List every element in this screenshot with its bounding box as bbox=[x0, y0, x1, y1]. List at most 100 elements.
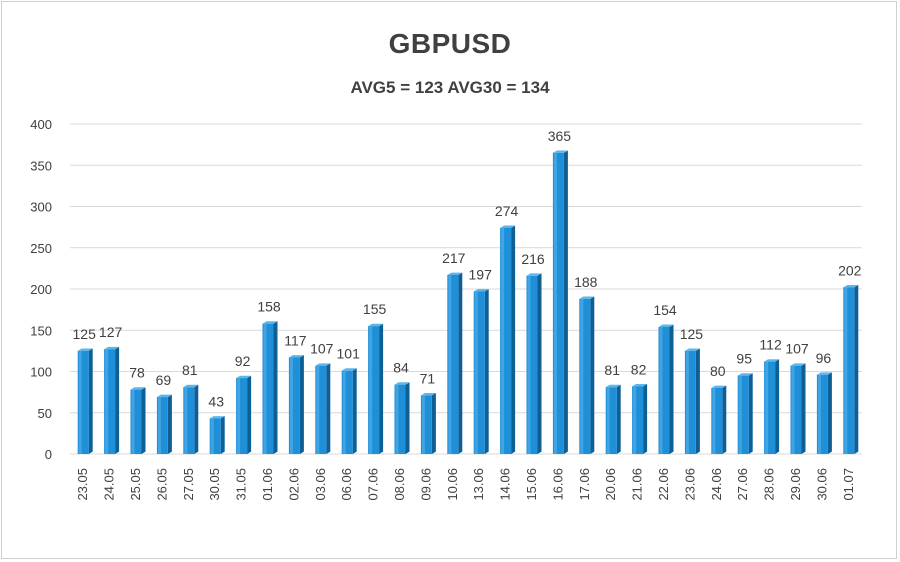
data-label: 158 bbox=[257, 299, 281, 315]
bar bbox=[658, 324, 674, 454]
bar bbox=[764, 359, 780, 454]
bar-top bbox=[816, 372, 832, 375]
bar-front bbox=[394, 384, 406, 454]
bar-top bbox=[236, 375, 252, 379]
bar-highlight bbox=[78, 350, 82, 454]
y-tick-label: 0 bbox=[45, 447, 52, 462]
data-label: 216 bbox=[521, 251, 545, 267]
x-tick-label: 15.06 bbox=[524, 468, 539, 501]
bar-front bbox=[473, 291, 485, 454]
y-axis-ticks: 0 50 100 150 200 250 300 350 400 bbox=[30, 117, 52, 462]
bar-highlight bbox=[817, 374, 821, 454]
y-tick-label: 300 bbox=[30, 200, 52, 215]
bar-front bbox=[764, 361, 776, 454]
data-label: 112 bbox=[759, 337, 782, 353]
data-label: 217 bbox=[442, 250, 466, 266]
chart-title: GBPUSD bbox=[388, 28, 512, 59]
x-tick-label: 09.06 bbox=[418, 468, 433, 501]
data-label: 274 bbox=[495, 203, 519, 219]
data-label: 101 bbox=[337, 346, 361, 362]
bar-front bbox=[368, 326, 380, 454]
data-label: 107 bbox=[785, 341, 809, 357]
bar-highlight bbox=[738, 375, 742, 454]
x-tick-label: 28.06 bbox=[762, 468, 777, 501]
bar-highlight bbox=[157, 397, 161, 454]
bar-top bbox=[77, 348, 93, 351]
bar-side bbox=[775, 359, 780, 454]
data-label: 154 bbox=[653, 302, 677, 318]
bar-front bbox=[632, 386, 644, 454]
bar-top bbox=[658, 324, 674, 327]
bar-front bbox=[262, 323, 274, 454]
bar-highlight bbox=[289, 357, 293, 454]
bar-top bbox=[447, 272, 463, 275]
bar-top bbox=[500, 225, 516, 228]
x-tick-label: 07.06 bbox=[366, 468, 381, 501]
bar-front bbox=[104, 349, 116, 454]
bar-top bbox=[368, 323, 384, 327]
bar-side bbox=[299, 355, 304, 454]
bar-top bbox=[394, 382, 410, 385]
bar bbox=[526, 273, 542, 454]
bar-side bbox=[695, 348, 700, 454]
bar-front bbox=[552, 152, 564, 454]
data-label: 43 bbox=[208, 394, 224, 410]
bar-side bbox=[326, 363, 331, 454]
bar-highlight bbox=[606, 387, 610, 454]
bar-front bbox=[711, 388, 723, 454]
bar-front bbox=[579, 298, 591, 454]
bar-front bbox=[420, 395, 432, 454]
data-label: 202 bbox=[838, 262, 862, 278]
bar-highlight bbox=[474, 291, 478, 454]
bar bbox=[632, 383, 648, 454]
y-tick-label: 50 bbox=[38, 406, 52, 421]
x-tick-label: 10.06 bbox=[445, 468, 460, 501]
x-tick-label: 06.06 bbox=[339, 468, 354, 501]
bar-highlight bbox=[184, 387, 188, 454]
bar-highlight bbox=[421, 395, 425, 454]
bar bbox=[420, 393, 436, 454]
bar bbox=[368, 323, 384, 454]
bar bbox=[77, 348, 93, 454]
bar-highlight bbox=[765, 361, 769, 454]
bar-side bbox=[563, 150, 568, 454]
data-label: 155 bbox=[363, 301, 387, 317]
x-tick-label: 02.06 bbox=[286, 468, 301, 501]
bar bbox=[500, 225, 516, 454]
bar-highlight bbox=[342, 370, 346, 454]
bar-highlight bbox=[263, 323, 267, 454]
bar-top bbox=[605, 384, 621, 388]
data-label: 365 bbox=[548, 128, 572, 144]
bar-side bbox=[115, 346, 120, 454]
bar bbox=[104, 346, 120, 454]
bar-top bbox=[684, 348, 700, 351]
bar-side bbox=[88, 348, 93, 454]
bar-highlight bbox=[369, 326, 373, 454]
data-label: 84 bbox=[393, 360, 409, 376]
bar-side bbox=[220, 416, 225, 454]
bar-side bbox=[405, 382, 410, 454]
bar-highlight bbox=[844, 287, 848, 454]
bar bbox=[447, 272, 463, 454]
bar bbox=[130, 387, 146, 454]
bar-side bbox=[194, 384, 199, 454]
bar bbox=[737, 373, 753, 454]
y-tick-label: 350 bbox=[30, 158, 52, 173]
bar bbox=[473, 289, 489, 454]
data-label: 197 bbox=[469, 266, 493, 282]
bars bbox=[77, 150, 859, 454]
data-label: 78 bbox=[129, 365, 145, 381]
bar-top bbox=[737, 373, 753, 376]
data-label: 96 bbox=[816, 350, 832, 366]
data-label: 81 bbox=[604, 362, 620, 378]
bar-top bbox=[104, 346, 120, 350]
bar-front bbox=[790, 365, 802, 454]
bar-side bbox=[431, 393, 436, 454]
y-tick-label: 200 bbox=[30, 282, 52, 297]
chart-subtitle: AVG5 = 123 AVG30 = 134 bbox=[350, 78, 550, 97]
bar-highlight bbox=[237, 378, 241, 454]
bar-side bbox=[273, 321, 278, 454]
data-label: 81 bbox=[182, 362, 198, 378]
bar bbox=[315, 363, 331, 454]
